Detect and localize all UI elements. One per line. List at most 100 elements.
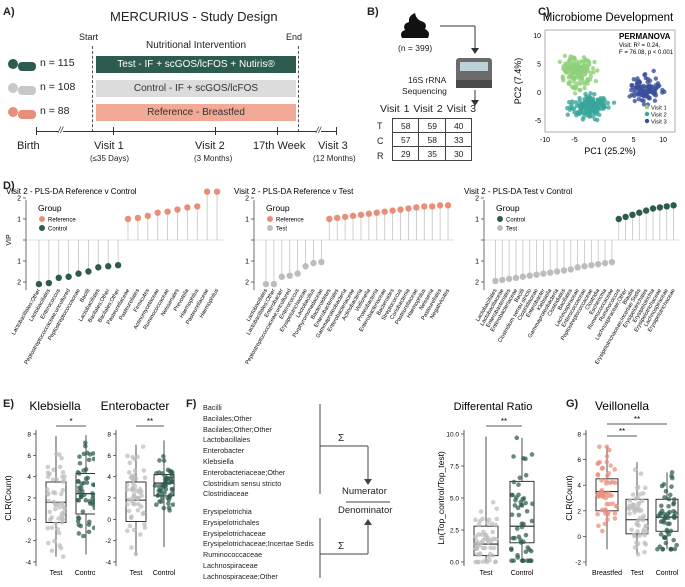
data-point — [60, 474, 65, 480]
data-point — [91, 456, 95, 462]
tick-v3 — [336, 127, 337, 135]
vip-point — [567, 266, 574, 273]
data-point — [642, 485, 648, 491]
y-tick-label: 2 — [17, 196, 21, 203]
data-point — [586, 94, 592, 99]
y-tick-label: 5.0 — [450, 496, 459, 503]
y-tick-label: 5 — [537, 62, 541, 69]
data-point — [129, 545, 134, 550]
data-point — [644, 89, 649, 94]
y-tick-label: 2 — [245, 196, 249, 203]
vip-point — [519, 273, 527, 280]
y-tick-label: 8 — [27, 432, 31, 439]
data-point — [592, 91, 597, 97]
vip-point — [114, 262, 122, 269]
data-point — [652, 98, 658, 103]
data-point — [142, 525, 148, 530]
y-tick-label: 2 — [475, 196, 479, 203]
vip-point — [134, 214, 142, 222]
data-point — [627, 511, 632, 516]
chart-title: Enterobacter — [101, 399, 170, 413]
data-point — [529, 452, 535, 457]
data-point — [473, 546, 479, 551]
data-point — [524, 558, 530, 564]
data-point — [527, 547, 532, 552]
x-tick-label: Control — [656, 570, 679, 577]
significance-marker: ** — [147, 417, 153, 426]
data-point — [632, 87, 638, 92]
y-axis-label: CLR(Count) — [3, 475, 13, 521]
legend-label: Control — [506, 218, 525, 224]
data-point — [516, 492, 521, 498]
box — [125, 481, 147, 522]
y-axis-label: Ln(Top_control/Top_test) — [436, 451, 446, 545]
data-point — [670, 475, 675, 481]
sequencing-flow — [440, 25, 492, 106]
timeline-break-1: // — [58, 125, 64, 135]
data-point — [637, 533, 643, 538]
vip-point — [357, 211, 365, 218]
tick-w17 — [277, 127, 278, 135]
data-point — [487, 551, 493, 557]
data-point — [603, 481, 609, 486]
data-point — [570, 71, 576, 76]
data-point — [46, 540, 51, 546]
data-point — [45, 525, 50, 531]
data-point — [604, 459, 610, 465]
y-axis-label: PC2 (7.4%) — [513, 58, 523, 105]
data-point — [590, 98, 595, 104]
data-point — [156, 484, 162, 489]
data-point — [653, 76, 659, 81]
data-point — [642, 540, 647, 546]
data-point — [557, 59, 563, 65]
permanova-line-1: Visit: R² = 0.24, — [619, 43, 660, 49]
seq-line-2: Sequencing — [402, 86, 447, 96]
group-reference-n: n = 88 — [40, 105, 70, 117]
y-tick-label: 7.5 — [450, 464, 459, 471]
data-point — [79, 494, 84, 500]
data-point — [642, 549, 647, 555]
data-point — [152, 483, 158, 488]
data-point — [521, 558, 526, 564]
data-point — [130, 476, 136, 482]
data-point — [135, 454, 140, 460]
vip-point — [144, 212, 151, 220]
data-point — [604, 454, 610, 459]
legend-label: Visit 1 — [651, 106, 667, 112]
data-point — [490, 499, 496, 505]
vip-point — [642, 207, 650, 214]
y-tick-label: 4 — [577, 483, 581, 490]
data-point — [140, 444, 146, 449]
data-point — [574, 86, 579, 91]
vip-point — [278, 273, 285, 280]
data-point — [671, 501, 676, 507]
data-point — [635, 76, 640, 81]
data-point — [81, 533, 86, 539]
data-point — [642, 527, 647, 532]
data-point — [486, 539, 491, 545]
data-point — [508, 546, 514, 551]
data-point — [578, 106, 583, 112]
data-point — [571, 76, 576, 81]
data-point — [86, 457, 92, 463]
data-point — [586, 101, 591, 106]
y-tick-label: 10 — [533, 33, 541, 40]
data-point — [515, 505, 521, 511]
data-point — [572, 91, 578, 96]
data-point — [567, 79, 573, 85]
vip-point — [154, 209, 161, 216]
data-point — [87, 452, 93, 457]
data-point — [529, 518, 535, 524]
data-point — [49, 548, 55, 554]
data-point — [655, 546, 660, 552]
vip-point — [349, 212, 357, 220]
vip-point — [294, 270, 301, 277]
vip-point — [512, 274, 520, 281]
data-point — [577, 110, 583, 115]
data-point — [582, 62, 588, 67]
data-point — [652, 86, 658, 91]
data-point — [664, 527, 670, 533]
y-tick-label: 2 — [475, 280, 479, 287]
data-point — [636, 96, 642, 102]
infant-icon — [8, 83, 36, 95]
